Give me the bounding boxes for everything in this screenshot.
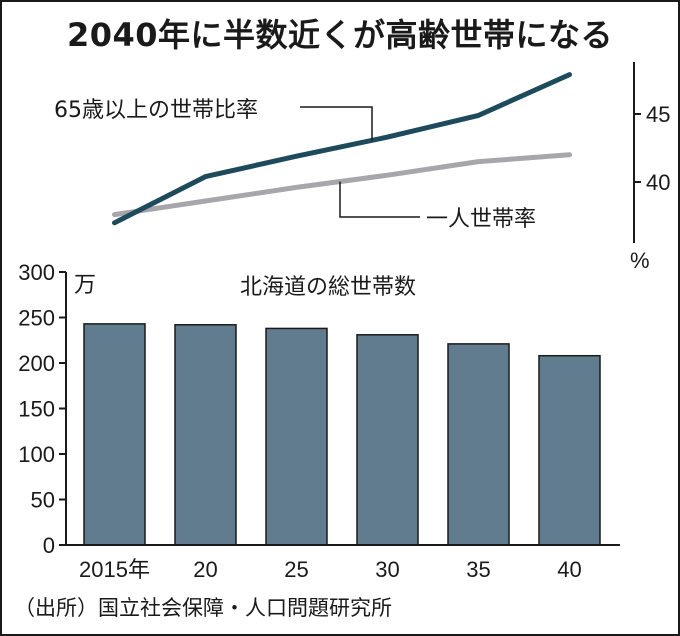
bar-ytick-label: 150	[18, 397, 55, 422]
bar-ytick-label: 200	[18, 351, 55, 376]
bar-chart-unit: 万	[74, 273, 96, 298]
elderly-ratio-line	[112, 72, 572, 226]
bar-mark	[447, 343, 510, 546]
bar-ytick-label: 0	[43, 533, 55, 558]
bar-ytick-label: 50	[31, 488, 55, 513]
leader-line-elderly	[300, 106, 373, 141]
bar-xtick-label: 20	[193, 557, 217, 582]
leader-line-single	[339, 181, 420, 218]
bar-chart-title: 北海道の総世帯数	[240, 275, 416, 300]
bar-mark	[174, 324, 237, 546]
bar-mark	[265, 327, 328, 546]
line-chart-unit: %	[630, 248, 650, 273]
series-label-elderly: 65歳以上の世帯比率	[54, 98, 258, 123]
bar-xtick-label: 30	[375, 557, 399, 582]
bar-mark	[83, 323, 146, 546]
chart-title: 2040年に半数近くが高齢世帯になる	[66, 16, 614, 54]
bar-xtick-label: 35	[466, 557, 490, 582]
bar-mark	[538, 354, 601, 546]
bar-ytick-label: 100	[18, 442, 55, 467]
bar-xtick-label: 25	[284, 557, 308, 582]
line-ytick-label: 40	[646, 170, 670, 195]
source-note: （出所）国立社会保障・人口問題研究所	[14, 596, 392, 620]
bar-ytick-label: 250	[18, 306, 55, 331]
single-household-line	[112, 152, 572, 218]
bar-xtick-label: 40	[557, 557, 581, 582]
line-ytick-label: 45	[646, 102, 670, 127]
bar-xtick-label: 2015年	[79, 557, 150, 582]
bar-mark	[356, 334, 419, 546]
bar-ytick-label: 300	[18, 260, 55, 285]
series-label-single: 一人世帯率	[426, 207, 536, 232]
